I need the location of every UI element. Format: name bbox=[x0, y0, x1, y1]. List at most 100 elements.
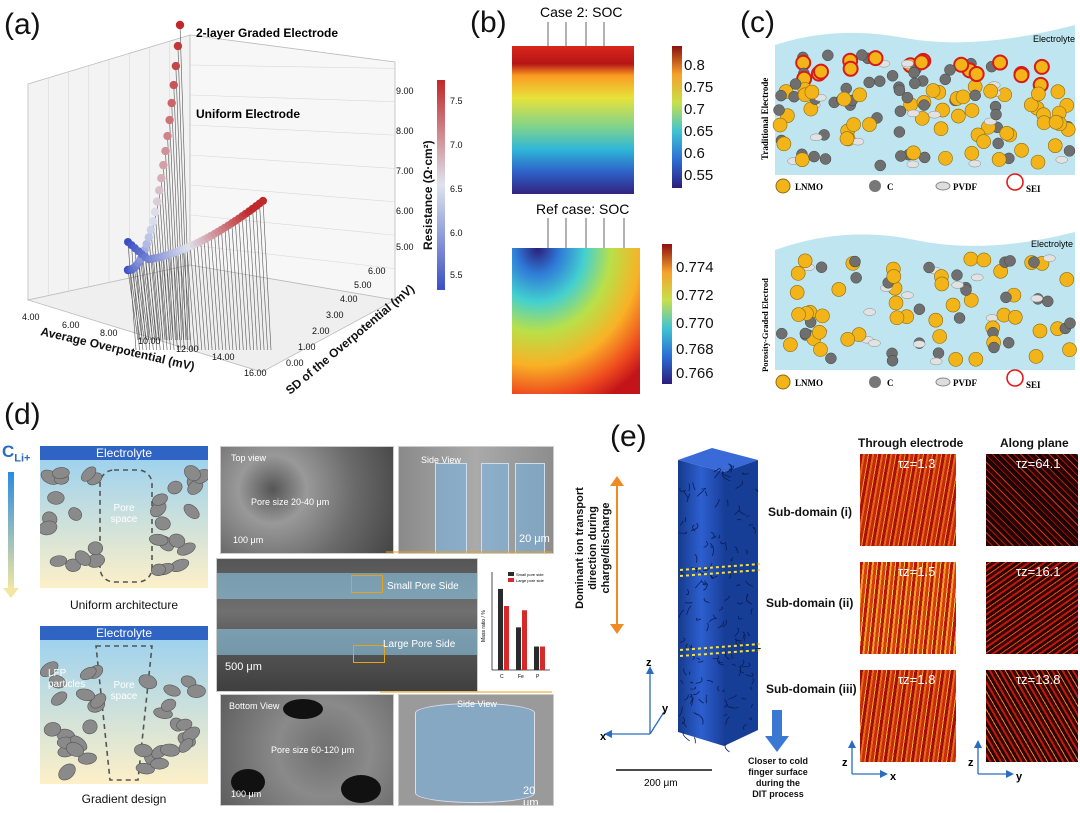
cbar-tick: 6.0 bbox=[450, 228, 463, 238]
back-wall-right bbox=[189, 34, 396, 301]
volume-side bbox=[724, 460, 758, 746]
sem-pore-size: Pore size 60-120 μm bbox=[271, 745, 355, 755]
cb-tick: 0.774 bbox=[676, 259, 714, 276]
cb-tick: 0.75 bbox=[684, 79, 713, 96]
axis-x: x bbox=[600, 731, 607, 743]
data-point bbox=[161, 146, 170, 156]
resistance-colorbar bbox=[437, 80, 445, 290]
electrolyte-bar-bottom: Electrolyte bbox=[40, 626, 208, 640]
map-axes: z x z y bbox=[842, 740, 1023, 783]
col-along-plane: Along plane bbox=[1000, 436, 1069, 450]
tau-label: τz=1.8 bbox=[898, 672, 936, 687]
concentration-label: CLi+ bbox=[2, 442, 31, 465]
electrolyte-bar-top: Electrolyte bbox=[40, 446, 208, 460]
annotation-graded: 2-layer Graded Electrode bbox=[196, 26, 338, 40]
cbar-tick: 6.5 bbox=[450, 184, 463, 194]
data-point bbox=[259, 196, 267, 205]
lfp-label: LFP particles bbox=[48, 668, 86, 690]
volume-top bbox=[678, 448, 758, 472]
x-tick: 10.00 bbox=[138, 336, 161, 346]
transport-arrow-down bbox=[610, 624, 624, 634]
sem-cross-section: Small Pore Side Large Pore Side 500 μm bbox=[216, 558, 478, 692]
sem-scale: 20 μm bbox=[519, 533, 550, 545]
uniform-caption: Uniform architecture bbox=[69, 598, 179, 612]
map-through-i: τz=1.3 bbox=[860, 454, 956, 546]
x-tick: 6.00 bbox=[62, 320, 80, 330]
cb-tick: 0.770 bbox=[676, 315, 714, 332]
map-along-ii: τz=16.1 bbox=[986, 562, 1078, 654]
bar-P-Small pore side bbox=[534, 646, 539, 670]
data-point bbox=[165, 115, 174, 125]
ref-soc-map bbox=[512, 248, 640, 394]
ref-colorbar bbox=[662, 244, 672, 384]
y-tick: 2.00 bbox=[312, 326, 330, 336]
y-tick: 5.00 bbox=[354, 280, 372, 290]
tau-label: τz=1.5 bbox=[898, 564, 936, 579]
concentration-arrow bbox=[8, 472, 14, 592]
inset-ylabel: Mass ratio / % bbox=[481, 610, 487, 642]
large-pore-label: Large Pore Side bbox=[383, 639, 456, 650]
electrolyte-label-bottom: Electrolyte bbox=[1031, 239, 1073, 249]
sem-title: Side View bbox=[421, 455, 461, 465]
z-tick: 5.00 bbox=[396, 242, 414, 252]
data-point bbox=[142, 239, 151, 249]
annotation-uniform: Uniform Electrode bbox=[196, 107, 300, 121]
data-point bbox=[173, 41, 183, 51]
cbar-tick: 7.5 bbox=[450, 96, 463, 106]
z-tick: 9.00 bbox=[396, 86, 414, 96]
sub-domain-ii: Sub-domain (ii) bbox=[766, 596, 854, 610]
panel-a-3d-plot: 7.5 7.0 6.5 6.0 5.5 9.00 8.00 7.00 6.00 … bbox=[22, 20, 463, 397]
y-tick: 6.00 bbox=[368, 266, 386, 276]
sem-bottom-view: Bottom View Pore size 60-120 μm 100 μm bbox=[220, 694, 394, 806]
axis-y: y bbox=[662, 703, 669, 715]
sem-title: Top view bbox=[231, 453, 267, 463]
cb-tick: 0.6 bbox=[684, 145, 705, 162]
legend-c: C bbox=[887, 378, 894, 388]
map-along-iii: τz=13.8 bbox=[986, 670, 1078, 762]
y-tick: 3.00 bbox=[326, 310, 344, 320]
cold-finger-text: Closer to cold finger surface during the… bbox=[748, 756, 809, 799]
cbar-tick: 7.0 bbox=[450, 140, 463, 150]
inset-category: P bbox=[536, 674, 540, 680]
tau-label: τz=1.3 bbox=[898, 456, 936, 471]
data-point bbox=[144, 233, 153, 242]
col-through-electrode: Through electrode bbox=[858, 436, 964, 450]
cb-tick: 0.65 bbox=[684, 123, 713, 140]
map-through-iii: τz=1.8 bbox=[860, 670, 956, 762]
sem-side-view-bottom: Side View 20 μm bbox=[398, 694, 554, 806]
gradient-caption: Gradient design bbox=[81, 792, 167, 806]
panel-c-electrode-schematics: Electrolyte Traditional Electrode LNMO C… bbox=[760, 25, 1077, 390]
sub-domain-i: Sub-domain (i) bbox=[768, 505, 852, 519]
legend-c: C bbox=[887, 182, 894, 192]
data-point bbox=[171, 61, 181, 71]
x-tick: 8.00 bbox=[100, 328, 118, 338]
pore-space-label: Pore space bbox=[110, 503, 138, 525]
panel-d-label: (d) bbox=[4, 398, 41, 431]
data-point bbox=[169, 80, 178, 90]
axis-z: z bbox=[968, 757, 974, 769]
data-point bbox=[175, 20, 185, 30]
sem-scale: 100 μm bbox=[231, 789, 262, 799]
cb-tick: 0.7 bbox=[684, 101, 705, 118]
data-point bbox=[148, 217, 158, 226]
axis-x: x bbox=[890, 771, 897, 783]
sem-title: Bottom View bbox=[229, 701, 280, 711]
panel-c-label: (c) bbox=[740, 6, 775, 39]
z-tick: 8.00 bbox=[396, 126, 414, 136]
pore-space-label-2: Pore space bbox=[110, 680, 138, 702]
tau-label: τz=64.1 bbox=[1016, 456, 1061, 471]
sem-title: Side View bbox=[457, 699, 497, 709]
legend-lnmo: LNMO bbox=[795, 378, 823, 388]
sem-top-view: Top view Pore size 20-40 μm 100 μm bbox=[220, 446, 394, 554]
volume-front bbox=[678, 460, 724, 746]
panel-e-label: (e) bbox=[610, 420, 647, 453]
bar-C-Large pore side bbox=[504, 606, 509, 670]
case2-title: Case 2: SOC bbox=[540, 4, 622, 20]
sem-scale: 100 μm bbox=[233, 535, 264, 545]
inset-legend: Small pore side bbox=[516, 572, 544, 577]
z-tick: 7.00 bbox=[396, 166, 414, 176]
transport-arrow-shaft bbox=[616, 486, 618, 626]
data-point bbox=[146, 225, 156, 234]
z-axis-title: Resistance (Ω·cm²) bbox=[421, 140, 435, 250]
cb-tick: 0.55 bbox=[684, 167, 713, 184]
